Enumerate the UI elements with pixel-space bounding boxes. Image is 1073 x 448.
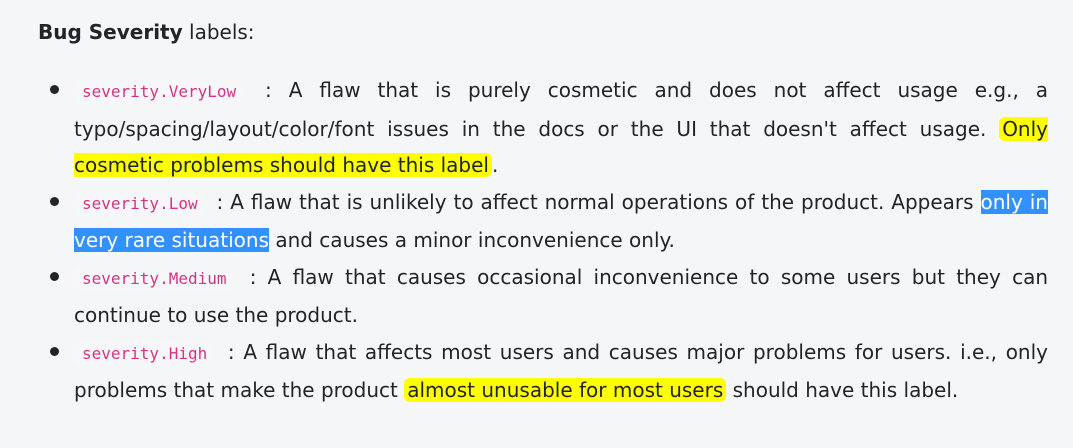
document-content: Bug Severity labels: severity.VeryLow : … — [38, 14, 1048, 409]
bullet-icon — [50, 196, 59, 206]
section-heading: Bug Severity labels: — [38, 14, 1048, 50]
item-text: : A flaw that is unlikely to affect norm… — [209, 189, 981, 214]
item-text: : A flaw that is purely cosmetic and doe… — [74, 78, 1048, 141]
list-item-medium: severity.Medium : A flaw that causes occ… — [38, 259, 1048, 334]
label-tag-low: severity.Low — [74, 191, 206, 215]
heading-rest: labels: — [182, 20, 255, 44]
bullet-icon — [50, 85, 59, 94]
item-text-end: and causes a minor inconvenience only. — [268, 228, 675, 252]
highlighted-text: almost unusable for most users — [404, 378, 727, 402]
bullet-icon — [50, 271, 59, 281]
bullet-icon — [50, 346, 59, 356]
item-text-end: . — [492, 153, 499, 177]
list-item-verylow: severity.VeryLow : A flaw that is purely… — [38, 72, 1048, 184]
item-text-end: should have this label. — [726, 378, 959, 402]
list-item-low: severity.Low : A flaw that is unlikely t… — [38, 184, 1048, 259]
item-text: : A flaw that affects most users and cau… — [74, 339, 1048, 403]
item-text: : A flaw that causes occasional inconven… — [74, 264, 1048, 328]
label-tag-high: severity.High — [74, 341, 216, 365]
heading-bold: Bug Severity — [38, 20, 183, 44]
list-item-high: severity.High : A flaw that affects most… — [38, 334, 1048, 409]
label-tag-medium: severity.Medium — [74, 266, 235, 290]
severity-list: severity.VeryLow : A flaw that is purely… — [38, 72, 1048, 409]
label-tag-verylow: severity.VeryLow — [74, 80, 245, 103]
